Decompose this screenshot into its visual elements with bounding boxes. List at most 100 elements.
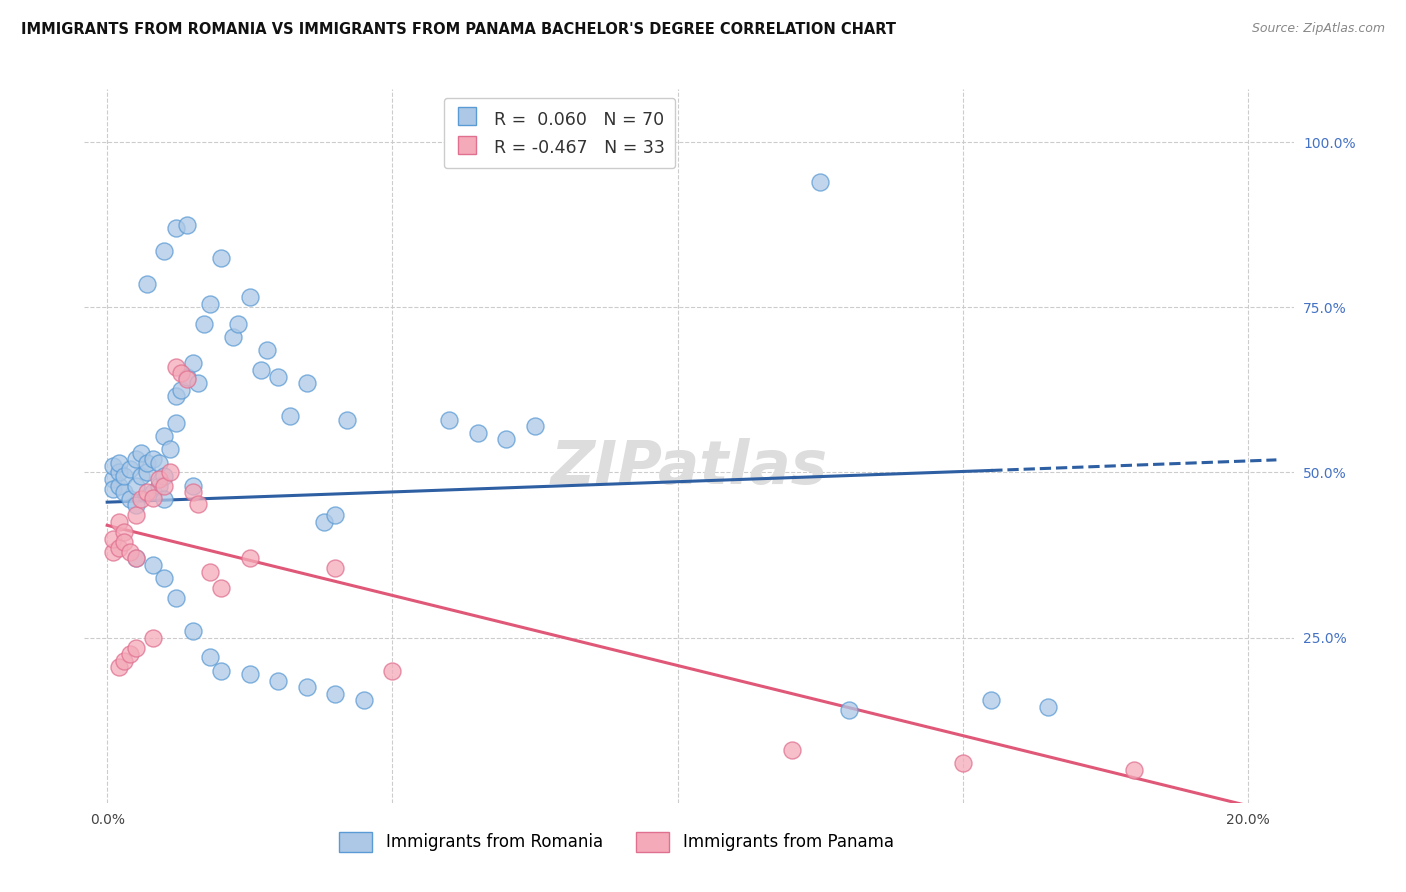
- Point: [165, 591, 187, 605]
- Point: [250, 363, 273, 377]
- Point: [153, 244, 176, 258]
- Point: [101, 458, 124, 473]
- Point: [125, 551, 148, 566]
- Point: [112, 485, 135, 500]
- Point: [221, 330, 243, 344]
- Point: [118, 491, 141, 506]
- Point: [312, 515, 335, 529]
- Point: [165, 359, 187, 374]
- Point: [165, 416, 187, 430]
- Legend: Immigrants from Romania, Immigrants from Panama: Immigrants from Romania, Immigrants from…: [332, 825, 900, 859]
- Point: [112, 524, 135, 539]
- Point: [295, 376, 318, 391]
- Point: [239, 551, 262, 566]
- Point: [952, 756, 974, 771]
- Point: [153, 468, 176, 483]
- Point: [125, 508, 148, 523]
- Point: [838, 703, 860, 717]
- Point: [107, 456, 129, 470]
- Point: [209, 251, 232, 265]
- Point: [980, 693, 1002, 707]
- Point: [136, 485, 159, 500]
- Point: [159, 442, 181, 457]
- Point: [780, 743, 803, 757]
- Point: [209, 664, 232, 678]
- Point: [278, 409, 301, 424]
- Point: [107, 515, 129, 529]
- Point: [142, 485, 165, 500]
- Point: [181, 485, 204, 500]
- Point: [170, 367, 193, 381]
- Point: [125, 551, 148, 566]
- Text: IMMIGRANTS FROM ROMANIA VS IMMIGRANTS FROM PANAMA BACHELOR'S DEGREE CORRELATION : IMMIGRANTS FROM ROMANIA VS IMMIGRANTS FR…: [21, 22, 896, 37]
- Point: [323, 508, 346, 523]
- Point: [136, 456, 159, 470]
- Point: [159, 466, 181, 480]
- Point: [209, 581, 232, 595]
- Point: [267, 369, 290, 384]
- Point: [176, 371, 198, 385]
- Point: [1122, 763, 1144, 777]
- Point: [125, 499, 148, 513]
- Point: [112, 654, 135, 668]
- Point: [131, 491, 153, 506]
- Point: [181, 624, 204, 638]
- Point: [170, 383, 193, 397]
- Point: [125, 452, 148, 467]
- Point: [176, 369, 198, 384]
- Point: [125, 478, 148, 492]
- Point: [118, 545, 141, 559]
- Point: [125, 640, 148, 655]
- Point: [181, 356, 204, 370]
- Point: [228, 317, 250, 331]
- Point: [101, 545, 124, 559]
- Point: [112, 468, 135, 483]
- Point: [142, 631, 165, 645]
- Point: [153, 491, 176, 506]
- Point: [118, 462, 141, 476]
- Point: [107, 660, 129, 674]
- Point: [439, 412, 461, 426]
- Point: [336, 412, 359, 426]
- Point: [198, 650, 221, 665]
- Point: [153, 478, 176, 492]
- Point: [193, 317, 215, 331]
- Point: [148, 478, 170, 492]
- Point: [323, 687, 346, 701]
- Point: [142, 491, 165, 505]
- Point: [187, 376, 209, 391]
- Point: [381, 664, 404, 678]
- Point: [101, 482, 124, 496]
- Point: [142, 452, 165, 467]
- Point: [353, 693, 375, 707]
- Text: ZIPatlas: ZIPatlas: [550, 438, 828, 497]
- Point: [153, 571, 176, 585]
- Point: [495, 433, 517, 447]
- Point: [165, 389, 187, 403]
- Point: [118, 647, 141, 661]
- Point: [107, 466, 129, 480]
- Point: [101, 472, 124, 486]
- Point: [295, 680, 318, 694]
- Point: [131, 468, 153, 483]
- Point: [808, 175, 831, 189]
- Point: [107, 478, 129, 492]
- Point: [136, 466, 159, 480]
- Point: [198, 565, 221, 579]
- Point: [181, 478, 204, 492]
- Point: [239, 667, 262, 681]
- Point: [101, 532, 124, 546]
- Point: [142, 558, 165, 572]
- Point: [136, 277, 159, 292]
- Point: [153, 429, 176, 443]
- Point: [239, 290, 262, 304]
- Point: [467, 425, 489, 440]
- Point: [148, 472, 170, 486]
- Point: [107, 541, 129, 556]
- Point: [187, 497, 209, 511]
- Point: [112, 534, 135, 549]
- Text: Source: ZipAtlas.com: Source: ZipAtlas.com: [1251, 22, 1385, 36]
- Point: [256, 343, 278, 358]
- Point: [148, 456, 170, 470]
- Point: [267, 673, 290, 688]
